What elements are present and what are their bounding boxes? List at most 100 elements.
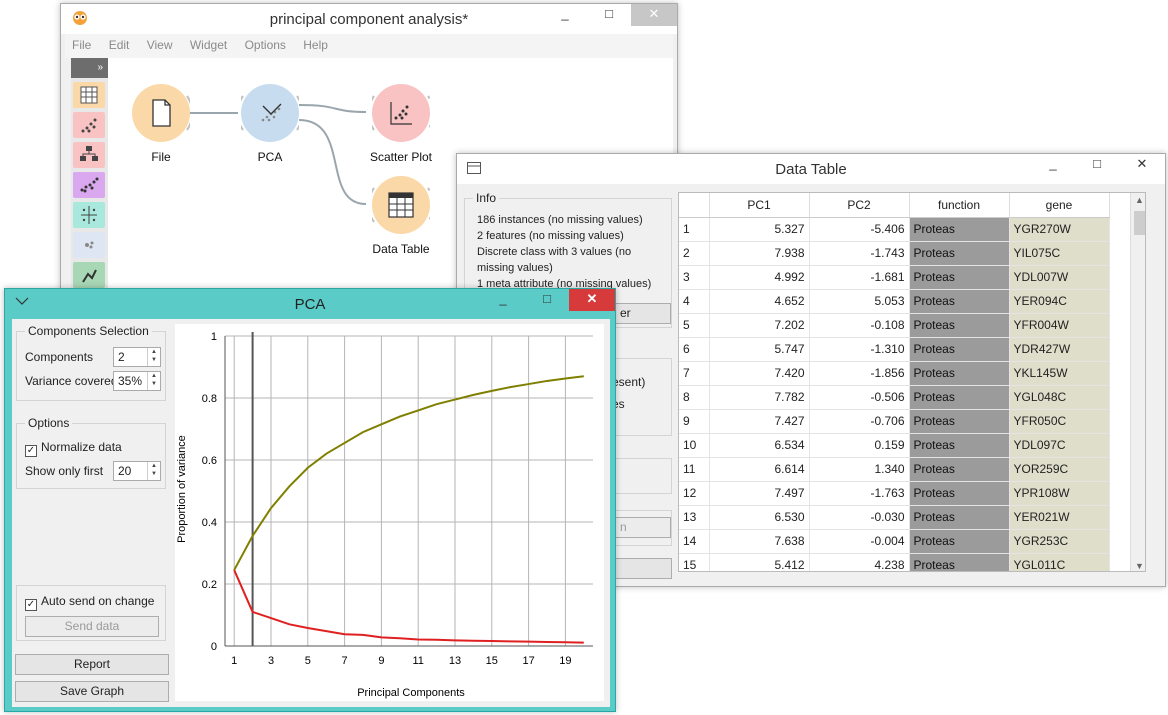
- send-selected-button[interactable]: n: [615, 517, 671, 538]
- cell-pc2[interactable]: 0.159: [809, 433, 910, 458]
- scroll-down-icon[interactable]: ▼: [1135, 561, 1144, 571]
- row-index[interactable]: 5: [679, 313, 710, 338]
- cell-gene[interactable]: YFR050C: [1009, 409, 1110, 434]
- cell-function[interactable]: Proteas: [909, 433, 1010, 458]
- maximize-button[interactable]: □: [605, 6, 613, 21]
- cell-pc1[interactable]: 7.938: [709, 241, 810, 266]
- menu-help[interactable]: Help: [303, 38, 328, 52]
- row-index[interactable]: 15: [679, 553, 710, 571]
- toolbox-data-table-icon[interactable]: [73, 82, 105, 108]
- row-index[interactable]: 13: [679, 505, 710, 530]
- row-index[interactable]: 14: [679, 529, 710, 554]
- row-index[interactable]: 11: [679, 457, 710, 482]
- send-data-button[interactable]: Send data: [25, 616, 159, 637]
- spinbox-arrows-icon[interactable]: ▲ ▼: [147, 348, 160, 366]
- cell-pc1[interactable]: 5.747: [709, 337, 810, 362]
- dt-minimize-button[interactable]: _: [1049, 156, 1057, 171]
- save-graph-button[interactable]: Save Graph: [15, 681, 169, 702]
- node-data-table[interactable]: Data Table: [361, 176, 441, 256]
- cell-function[interactable]: Proteas: [909, 529, 1010, 554]
- toolbox-unsupervised-icon[interactable]: [73, 172, 105, 198]
- table-row[interactable]: 12 7.497 -1.763 Proteas YPR108W: [679, 481, 1110, 506]
- cell-pc2[interactable]: -0.030: [809, 505, 910, 530]
- spinbox-arrows-icon[interactable]: ▲ ▼: [147, 462, 160, 480]
- menu-widget[interactable]: Widget: [189, 38, 228, 52]
- table-vertical-scrollbar[interactable]: ▲ ▼: [1130, 193, 1145, 571]
- row-index[interactable]: 3: [679, 265, 710, 290]
- cell-pc2[interactable]: -1.743: [809, 241, 910, 266]
- cell-gene[interactable]: YFR004W: [1009, 313, 1110, 338]
- cell-pc2[interactable]: -0.706: [809, 409, 910, 434]
- cell-gene[interactable]: YPR108W: [1009, 481, 1110, 506]
- cell-pc1[interactable]: 5.327: [709, 217, 810, 242]
- cell-pc2[interactable]: -1.681: [809, 265, 910, 290]
- table-row[interactable]: 3 4.992 -1.681 Proteas YDL007W: [679, 265, 1110, 290]
- cell-pc1[interactable]: 7.202: [709, 313, 810, 338]
- row-index[interactable]: 2: [679, 241, 710, 266]
- node-scatter-plot[interactable]: Scatter Plot: [361, 84, 441, 164]
- report-button[interactable]: Report: [15, 654, 169, 675]
- table-row[interactable]: 4 4.652 5.053 Proteas YER094C: [679, 289, 1110, 314]
- cell-pc1[interactable]: 6.534: [709, 433, 810, 458]
- menu-file[interactable]: File: [72, 38, 92, 52]
- scroll-thumb[interactable]: [1134, 211, 1145, 235]
- cell-gene[interactable]: YGR270W: [1009, 217, 1110, 242]
- toolbox-evaluate-icon[interactable]: [73, 202, 105, 228]
- cell-pc2[interactable]: -5.406: [809, 217, 910, 242]
- cell-pc2[interactable]: -0.108: [809, 313, 910, 338]
- table-row[interactable]: 2 7.938 -1.743 Proteas YIL075C: [679, 241, 1110, 266]
- normalize-checkbox[interactable]: ✓ Normalize data: [25, 440, 122, 457]
- cell-gene[interactable]: YER021W: [1009, 505, 1110, 530]
- header-pc1[interactable]: PC1: [709, 193, 810, 218]
- table-row[interactable]: 11 6.614 1.340 Proteas YOR259C: [679, 457, 1110, 482]
- table-row[interactable]: 14 7.638 -0.004 Proteas YGR253C: [679, 529, 1110, 554]
- pca-minimize-button[interactable]: _: [499, 291, 507, 306]
- cell-pc1[interactable]: 4.652: [709, 289, 810, 314]
- menu-view[interactable]: View: [146, 38, 173, 52]
- cell-function[interactable]: Proteas: [909, 241, 1010, 266]
- cell-gene[interactable]: YDL097C: [1009, 433, 1110, 458]
- cell-pc2[interactable]: 1.340: [809, 457, 910, 482]
- report-button-partial[interactable]: [607, 558, 672, 579]
- cell-pc2[interactable]: -1.856: [809, 361, 910, 386]
- cell-pc1[interactable]: 7.497: [709, 481, 810, 506]
- toolbox-visualize-icon[interactable]: [73, 232, 105, 258]
- table-row[interactable]: 1 5.327 -5.406 Proteas YGR270W: [679, 217, 1110, 242]
- cell-gene[interactable]: YOR259C: [1009, 457, 1110, 482]
- cell-pc2[interactable]: -0.004: [809, 529, 910, 554]
- cell-pc1[interactable]: 6.530: [709, 505, 810, 530]
- cell-pc1[interactable]: 7.782: [709, 385, 810, 410]
- cell-pc2[interactable]: -1.310: [809, 337, 910, 362]
- row-index[interactable]: 4: [679, 289, 710, 314]
- cell-pc1[interactable]: 5.412: [709, 553, 810, 571]
- cell-function[interactable]: Proteas: [909, 457, 1010, 482]
- cell-function[interactable]: Proteas: [909, 289, 1010, 314]
- toolbox-toggle[interactable]: »: [71, 58, 108, 78]
- table-row[interactable]: 13 6.530 -0.030 Proteas YER021W: [679, 505, 1110, 530]
- variance-covered-spinbox[interactable]: 35% ▲ ▼: [113, 371, 161, 391]
- components-spinbox[interactable]: 2 ▲ ▼: [113, 347, 161, 367]
- cell-pc1[interactable]: 6.614: [709, 457, 810, 482]
- table-row[interactable]: 9 7.427 -0.706 Proteas YFR050C: [679, 409, 1110, 434]
- show-only-first-spinbox[interactable]: 20 ▲ ▼: [113, 461, 161, 481]
- pca-window-menu-icon[interactable]: [15, 295, 29, 310]
- table-row[interactable]: 10 6.534 0.159 Proteas YDL097C: [679, 433, 1110, 458]
- row-index[interactable]: 1: [679, 217, 710, 242]
- node-pca[interactable]: PCA: [236, 84, 304, 164]
- cell-gene[interactable]: YKL145W: [1009, 361, 1110, 386]
- cell-gene[interactable]: YGL048C: [1009, 385, 1110, 410]
- header-pc2[interactable]: PC2: [809, 193, 910, 218]
- row-index[interactable]: 12: [679, 481, 710, 506]
- cell-pc2[interactable]: 5.053: [809, 289, 910, 314]
- menu-edit[interactable]: Edit: [108, 38, 130, 52]
- row-index[interactable]: 6: [679, 337, 710, 362]
- cell-function[interactable]: Proteas: [909, 361, 1010, 386]
- toolbox-prototype-icon[interactable]: [73, 262, 105, 288]
- dt-maximize-button[interactable]: □: [1093, 156, 1101, 171]
- pca-maximize-button[interactable]: □: [543, 291, 551, 306]
- restore-order-button[interactable]: er: [615, 303, 671, 324]
- cell-function[interactable]: Proteas: [909, 217, 1010, 242]
- cell-gene[interactable]: YDR427W: [1009, 337, 1110, 362]
- row-index[interactable]: 7: [679, 361, 710, 386]
- cell-function[interactable]: Proteas: [909, 409, 1010, 434]
